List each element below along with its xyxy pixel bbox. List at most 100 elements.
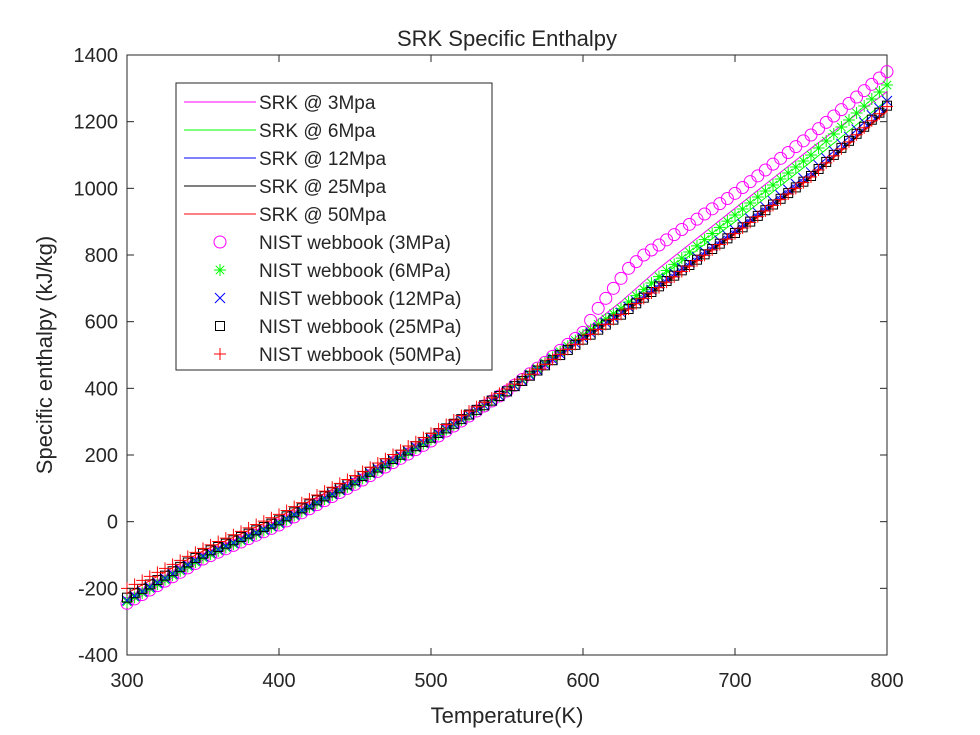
data-point <box>827 128 840 140</box>
data-point <box>857 84 871 98</box>
data-point <box>736 222 749 234</box>
data-point <box>599 318 612 331</box>
data-point <box>425 427 437 440</box>
data-point <box>675 223 689 236</box>
legend-label: SRK @ 3Mpa <box>259 93 376 114</box>
data-point <box>227 538 240 551</box>
data-point <box>485 391 498 404</box>
data-point <box>364 461 377 474</box>
data-point <box>128 578 141 591</box>
data-point <box>865 77 879 91</box>
x-tick-label: 700 <box>718 670 751 692</box>
data-point <box>174 554 187 567</box>
data-point <box>235 525 247 538</box>
data-point <box>501 383 513 395</box>
data-point <box>508 378 521 391</box>
data-point <box>759 205 772 217</box>
data-point <box>569 338 582 351</box>
data-point <box>812 142 825 154</box>
data-point <box>637 283 650 296</box>
data-point <box>288 500 301 513</box>
y-tick-label: 400 <box>85 378 118 400</box>
data-point <box>402 446 415 459</box>
data-point <box>667 228 681 242</box>
data-point <box>219 532 232 545</box>
series-layer <box>120 65 894 610</box>
data-point <box>463 405 475 418</box>
data-point <box>630 289 643 302</box>
data-point <box>387 448 399 461</box>
data-point <box>394 444 407 457</box>
legend-label: SRK @ 25Mpa <box>259 177 386 198</box>
data-point <box>288 509 301 522</box>
data-point <box>303 501 316 514</box>
data-point <box>523 368 536 381</box>
legend-label: SRK @ 50Mpa <box>259 205 386 226</box>
series-markers-10 <box>121 100 893 595</box>
data-point <box>394 450 407 463</box>
y-axis-ticks: -400 -200 0 200 400 600 800 1000 1200 1400 <box>74 45 887 667</box>
data-point <box>371 456 384 469</box>
data-point <box>721 215 734 228</box>
data-point <box>843 135 855 148</box>
data-point <box>713 197 727 211</box>
data-point <box>318 493 331 506</box>
data-point <box>767 179 779 191</box>
data-point <box>219 541 232 554</box>
data-point <box>881 100 893 113</box>
data-point <box>591 301 605 315</box>
data-point <box>577 333 589 346</box>
data-point <box>440 418 453 431</box>
data-point <box>181 550 194 563</box>
data-point <box>834 103 848 117</box>
data-point <box>835 121 848 133</box>
data-point <box>721 233 734 246</box>
data-point <box>645 287 658 299</box>
data-point <box>797 155 810 167</box>
x-axis-ticks: 300 400 500 600 700 800 <box>110 55 904 692</box>
legend-label: SRK @ 12Mpa <box>259 149 386 170</box>
data-point <box>660 233 674 247</box>
data-point <box>333 484 346 497</box>
data-point <box>561 343 574 356</box>
y-tick-label: 800 <box>85 245 118 267</box>
y-tick-label: -400 <box>78 645 118 667</box>
data-point <box>151 566 164 579</box>
data-point <box>850 128 863 141</box>
chart-title: SRK Specific Enthalpy <box>397 26 617 51</box>
data-point <box>432 422 445 435</box>
data-point <box>843 114 855 126</box>
data-point <box>554 348 567 361</box>
data-point <box>280 513 293 526</box>
data-point <box>227 528 240 541</box>
data-point <box>675 252 688 265</box>
data-point <box>744 216 757 229</box>
data-point <box>341 473 354 486</box>
data-point <box>858 121 871 134</box>
data-point <box>417 437 430 450</box>
data-point <box>865 114 878 127</box>
data-point <box>531 363 544 376</box>
data-point <box>720 192 734 205</box>
data-point <box>265 521 278 534</box>
data-point <box>326 488 339 501</box>
data-point <box>592 323 605 336</box>
data-point <box>812 163 825 176</box>
data-point <box>668 270 681 283</box>
data-point <box>143 570 156 583</box>
data-point <box>698 249 711 262</box>
data-point <box>652 238 666 252</box>
data-point <box>698 233 711 246</box>
data-point <box>691 239 703 252</box>
data-point <box>622 296 635 308</box>
legend-items: SRK @ 3Mpa SRK @ 6Mpa SRK @ 12Mpa SRK @ 25M… <box>184 93 461 366</box>
data-point <box>713 221 726 234</box>
data-point <box>349 469 361 482</box>
data-point <box>827 149 840 162</box>
data-point <box>280 504 293 517</box>
data-point <box>546 353 559 366</box>
legend-label: NIST webbook (12MPa) <box>259 289 461 310</box>
data-point <box>759 185 772 197</box>
legend-label: NIST webbook (6MPa) <box>259 261 451 282</box>
